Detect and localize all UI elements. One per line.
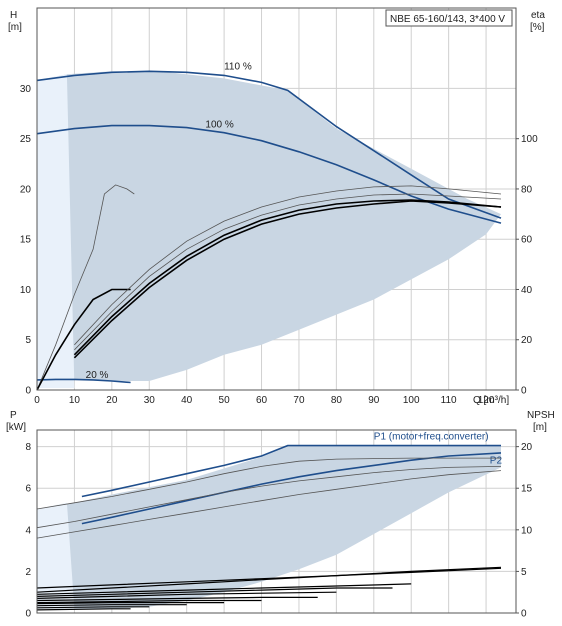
npsh-line — [36, 583, 412, 595]
npsh-line — [36, 601, 225, 605]
bottom-tick-labels: 0 2 4 6 8 0 5 10 15 20 — [25, 442, 532, 619]
x-tick-label: 70 — [293, 395, 305, 406]
x-tick-label: 80 — [331, 395, 343, 406]
npsh-line — [36, 606, 150, 609]
head-efficiency-plot: 110 %100 %20 % 0510152025300204060801000… — [8, 7, 545, 406]
right-tick-label: 100 — [521, 134, 538, 145]
x-axis-label: Q [m³/h] — [473, 395, 509, 406]
series-line — [73, 200, 502, 359]
left-tick-label: 0 — [25, 386, 31, 397]
series-line — [74, 193, 502, 351]
left-tick-label: 4 — [25, 525, 31, 536]
series-label: 20 % — [86, 370, 109, 381]
right-tick-label: 20 — [521, 442, 533, 453]
top-tick-labels: 0 5 10 15 20 25 30 0 20 40 60 80 100 0 10 20 30 40 50 60 70 8… — [20, 84, 538, 406]
right-tick-label: 60 — [521, 235, 533, 246]
x-tick-label: 50 — [219, 395, 231, 406]
left-tick-label: 30 — [20, 84, 32, 95]
series-line — [81, 444, 501, 498]
right-tick-label: 20 — [521, 335, 533, 346]
top-series-lines: 110 % 100 % 20 % — [36, 61, 502, 391]
top-left-axis-unit: H — [10, 10, 17, 21]
series-line — [36, 70, 502, 219]
operating-area-left-strip — [37, 74, 75, 389]
operating-area-left-strip — [37, 502, 75, 609]
left-tick-label: 10 — [20, 285, 32, 296]
left-tick-label: 6 — [25, 484, 31, 495]
series-line — [36, 457, 501, 510]
series-line — [36, 466, 502, 529]
series-label: 110 % — [224, 61, 252, 72]
left-tick-label: 5 — [25, 335, 31, 346]
x-tick-label: 100 — [403, 395, 420, 406]
chart-title: NBE 65-160/143, 3*400 V — [390, 14, 505, 25]
left-tick-label: 15 — [20, 235, 32, 246]
npsh-line — [36, 587, 393, 597]
top-operating-area — [37, 71, 501, 389]
right-tick-label: 15 — [521, 484, 533, 495]
npsh-line — [36, 567, 502, 589]
left-tick-label: 25 — [20, 134, 32, 145]
top-left-axis-unit2: [m] — [8, 22, 22, 33]
left-tick-label: 2 — [25, 567, 31, 578]
bottom-series-lines: P1 (motor+freq.converter) P2 — [36, 431, 503, 611]
right-tick-label: 5 — [521, 567, 527, 578]
left-tick-label: 20 — [20, 184, 32, 195]
chart-title-box: NBE 65-160/143, 3*400 V — [385, 9, 513, 27]
x-tick-label: 120 — [478, 395, 495, 406]
right-tick-label: 40 — [521, 285, 533, 296]
left-tick-label: 0 — [25, 609, 31, 620]
npsh-line — [36, 566, 502, 593]
npsh-line — [36, 608, 131, 611]
bottom-right-axis-unit: NPSH — [527, 410, 555, 421]
series-line — [36, 124, 502, 224]
operating-area-shape — [37, 445, 501, 609]
power-npsh-plot: P1 (motor+freq.converter) P2 0 2 4 6 8 0 5 10 15 2… — [6, 410, 555, 620]
bottom-frame — [36, 429, 517, 614]
bottom-left-axis-unit: P — [10, 410, 17, 421]
x-tick-label: 30 — [144, 395, 156, 406]
right-tick-label: 10 — [521, 525, 533, 536]
top-frame — [36, 7, 517, 391]
npsh-line — [36, 591, 337, 599]
bottom-operating-area — [37, 445, 501, 609]
npsh-line — [36, 599, 262, 604]
right-tick-label: 80 — [521, 184, 533, 195]
npsh-line — [36, 596, 318, 602]
series-line — [36, 378, 131, 384]
right-tick-label: 0 — [521, 609, 527, 620]
operating-area-shape — [37, 71, 501, 388]
series-line — [73, 199, 502, 356]
x-tick-label: 40 — [181, 395, 193, 406]
x-tick-label: 10 — [69, 395, 81, 406]
series-line — [36, 470, 502, 539]
npsh-line — [36, 604, 187, 607]
series-line — [74, 185, 502, 346]
x-tick-label: 110 — [441, 395, 457, 406]
bottom-right-axis-unit2: [m] — [533, 422, 547, 433]
series-label: P1 (motor+freq.converter) — [374, 431, 489, 442]
series-line — [36, 184, 135, 391]
x-tick-label: 90 — [368, 395, 380, 406]
bottom-left-axis-unit2: [kW] — [6, 422, 26, 433]
x-tick-label: 0 — [34, 395, 40, 406]
series-label: 100 % — [205, 120, 233, 131]
series-line — [36, 288, 131, 391]
right-tick-label: 0 — [521, 386, 527, 397]
series-line — [81, 452, 502, 525]
top-right-axis-unit: eta — [531, 10, 545, 21]
x-tick-label: 20 — [106, 395, 118, 406]
left-tick-label: 8 — [25, 442, 31, 453]
top-right-axis-unit2: [%] — [530, 22, 545, 33]
series-label: P2 — [490, 455, 503, 466]
x-tick-label: 60 — [256, 395, 268, 406]
